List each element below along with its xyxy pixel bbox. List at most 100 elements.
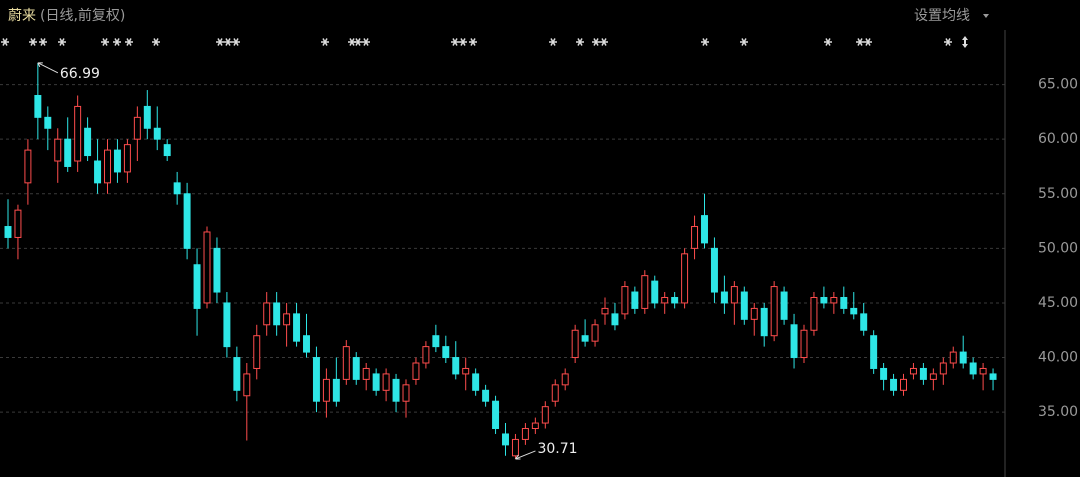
ma-settings[interactable]: 设置均线: [914, 8, 970, 24]
event-marker: [451, 38, 459, 46]
candle-body: [671, 296, 679, 304]
max-label: 66.99: [60, 66, 100, 82]
candle-body: [750, 307, 758, 320]
candle-body: [571, 329, 579, 359]
candle-body: [412, 362, 420, 380]
candle-body: [94, 160, 102, 184]
candle-body: [64, 138, 72, 167]
event-marker: [1, 38, 9, 46]
event-marker: [740, 38, 748, 46]
event-marker: [216, 38, 224, 46]
candle-body: [243, 373, 251, 397]
candle-body: [959, 351, 967, 364]
candle-body: [4, 226, 12, 238]
y-tick-label: 40.00: [1038, 350, 1078, 366]
candle-body: [979, 367, 987, 375]
candle-body: [193, 264, 201, 309]
candle-body: [143, 105, 151, 129]
candle-body: [183, 193, 191, 249]
candle-body: [850, 307, 858, 315]
candle-body: [342, 346, 350, 380]
event-marker: [354, 38, 362, 46]
candle-body: [104, 149, 111, 184]
candle-body: [84, 127, 92, 157]
candle-body: [253, 335, 261, 369]
candle-body: [422, 346, 430, 364]
candle-body: [462, 367, 470, 375]
candle-body: [969, 362, 977, 375]
candle-body: [113, 149, 121, 173]
event-marker: [469, 38, 477, 46]
candle-body: [293, 313, 301, 342]
candle-body: [661, 296, 669, 304]
event-marker: [101, 38, 109, 46]
event-marker: [824, 38, 832, 46]
candle-body: [14, 209, 22, 238]
candle-body: [521, 428, 529, 440]
menu-caret[interactable]: [983, 14, 989, 18]
candle-body: [720, 291, 728, 304]
candle-body: [312, 357, 320, 402]
candle-body: [34, 95, 42, 118]
candle-body: [790, 324, 798, 359]
candle-body: [581, 335, 589, 342]
candle-body: [74, 105, 82, 162]
candle-body: [213, 247, 221, 293]
candle-body: [830, 296, 838, 304]
candle-body: [273, 302, 281, 326]
candle-body: [611, 313, 619, 326]
candle-body: [332, 378, 340, 402]
candle-body: [621, 286, 629, 315]
event-marker: [113, 38, 121, 46]
candle-body: [223, 302, 231, 348]
event-marker: [125, 38, 133, 46]
event-marker: [962, 36, 968, 48]
candle-body: [263, 302, 271, 326]
candle-body: [123, 144, 131, 173]
candle-body: [44, 116, 52, 129]
event-marker: [58, 38, 66, 46]
event-marker: [600, 38, 608, 46]
candle-body: [909, 367, 917, 375]
candle-body: [432, 335, 440, 348]
event-marker: [701, 38, 709, 46]
y-tick-label: 50.00: [1038, 240, 1078, 256]
candle-body: [701, 215, 708, 244]
candle-body: [691, 226, 699, 249]
candle-body: [919, 367, 927, 380]
candle-body: [382, 373, 390, 391]
candle-body: [770, 286, 778, 337]
candle-body: [730, 286, 738, 304]
candle-body: [482, 389, 490, 402]
candle-body: [780, 291, 788, 320]
candle-body: [551, 384, 559, 402]
candle-body: [860, 313, 868, 331]
candle-body: [133, 116, 141, 140]
candle-body: [890, 378, 898, 391]
candle-body: [641, 275, 649, 309]
annotation-arrow: [515, 450, 536, 460]
candle-body: [810, 296, 818, 331]
candle-body: [710, 247, 718, 293]
candle-body: [203, 231, 211, 304]
candle-body: [740, 291, 748, 320]
candle-body: [800, 329, 808, 359]
min-label: 30.71: [537, 441, 577, 457]
chart-subtitle: (日线,前复权): [40, 7, 125, 24]
event-marker: [944, 38, 952, 46]
y-tick-label: 60.00: [1038, 131, 1078, 147]
candle-body: [283, 313, 291, 326]
candle-body: [362, 367, 370, 380]
candle-body: [591, 324, 599, 342]
candle-body: [631, 291, 639, 309]
candle-body: [392, 378, 400, 402]
event-marker: [224, 38, 232, 46]
y-tick-label: 65.00: [1038, 77, 1078, 93]
candle-body: [163, 144, 171, 157]
candle-body: [929, 373, 937, 380]
event-marker: [864, 38, 872, 46]
candle-body: [233, 357, 241, 391]
event-marker: [592, 38, 600, 46]
chart-title: 蔚来: [8, 8, 36, 24]
